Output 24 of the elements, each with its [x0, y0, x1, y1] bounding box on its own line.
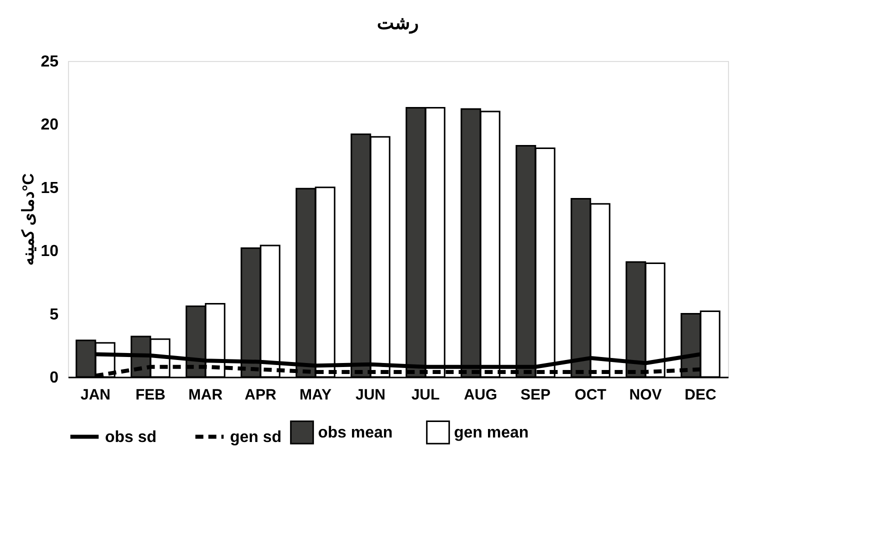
x-tick-label: NOV — [629, 386, 662, 404]
legend-label: obs sd — [105, 428, 157, 446]
x-tick-label: JUN — [355, 386, 386, 404]
x-tick-label: SEP — [520, 386, 551, 404]
chart-title: رشت — [377, 13, 419, 34]
y-tick-label: 15 — [40, 180, 59, 197]
x-tick-label: JAN — [80, 386, 111, 404]
y-axis-title: دمای کمینه°C — [20, 172, 38, 266]
x-tick-label: FEB — [136, 386, 166, 404]
y-tick-label: 5 — [50, 306, 59, 324]
legend-label: obs mean — [318, 424, 393, 442]
x-tick-label: MAY — [300, 386, 332, 404]
legend-label: gen mean — [454, 424, 529, 442]
y-tick-label: 25 — [40, 54, 59, 70]
x-tick-label: OCT — [574, 386, 606, 404]
x-tick-label: AUG — [464, 386, 498, 404]
x-tick-label: MAR — [188, 386, 223, 404]
y-tick-label: 20 — [40, 116, 59, 134]
x-tick-label: DEC — [684, 386, 716, 404]
y-tick-label: 10 — [40, 243, 59, 260]
y-tick-label: 0 — [50, 370, 59, 386]
legend-label: gen sd — [230, 428, 282, 446]
x-tick-label: JUL — [411, 386, 440, 404]
x-tick-label: APR — [244, 386, 276, 404]
